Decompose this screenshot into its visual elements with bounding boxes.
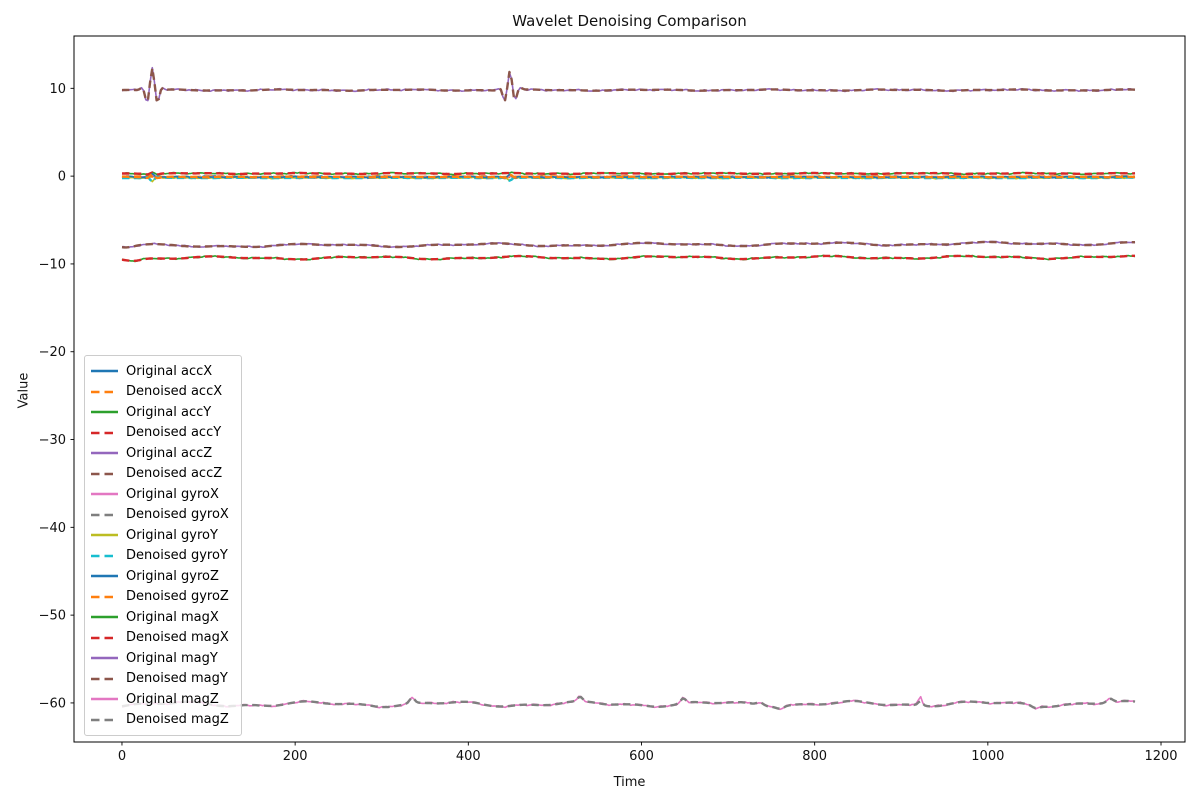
legend-item-denoised-magz: Denoised magZ: [91, 710, 235, 731]
series-line-accZ-original: [121, 66, 1136, 102]
y-tick-label: −40: [39, 521, 66, 536]
legend-item-label: Original magY: [126, 650, 218, 666]
x-tick-label: 0: [118, 749, 126, 764]
legend-item-original-magz: Original magZ: [91, 689, 235, 710]
legend-item-original-accy: Original accY: [91, 402, 235, 423]
legend-item-label: Original accX: [126, 363, 213, 379]
legend-solid-line-sample: [91, 574, 118, 578]
legend-solid-line-sample: [91, 697, 118, 701]
legend-item-label: Original magZ: [126, 691, 219, 707]
legend-item-denoised-gyroy: Denoised gyroY: [91, 546, 235, 567]
legend-item-label: Denoised accZ: [126, 466, 223, 482]
legend-item-label: Original accZ: [126, 445, 213, 461]
legend-item-original-magy: Original magY: [91, 648, 235, 669]
legend-item-denoised-gyroz: Denoised gyroZ: [91, 587, 235, 608]
x-tick-label: 800: [802, 749, 827, 764]
legend-box: Original accX Denoised accX Original accY D…: [84, 355, 242, 736]
legend-item-label: Denoised accY: [126, 425, 222, 441]
legend-item-original-accz: Original accZ: [91, 443, 235, 464]
legend-item-label: Original gyroY: [126, 527, 218, 543]
legend-item-label: Original magX: [126, 609, 219, 625]
series-line-magZ-denoised: [121, 695, 1136, 710]
legend-item-original-gyroy: Original gyroY: [91, 525, 235, 546]
y-tick-label: −60: [39, 696, 66, 711]
x-tick-label: 400: [456, 749, 481, 764]
legend-solid-line-sample: [91, 615, 118, 619]
y-tick-label: −30: [39, 433, 66, 448]
y-tick-label: −50: [39, 609, 66, 624]
legend-solid-line-sample: [91, 492, 118, 496]
legend-item-denoised-magx: Denoised magX: [91, 628, 235, 649]
legend-solid-line-sample: [91, 410, 118, 414]
legend-item-denoised-accx: Denoised accX: [91, 382, 235, 403]
y-tick-label: −10: [39, 257, 66, 272]
legend-item-label: Denoised accX: [126, 384, 223, 400]
legend-item-original-accx: Original accX: [91, 361, 235, 382]
series-line-magX-denoised: [121, 254, 1135, 263]
series-line-magY-denoised: [121, 240, 1135, 249]
legend-dashed-line-sample: [91, 554, 118, 558]
legend-dashed-line-sample: [91, 677, 118, 681]
y-tick-label: 0: [58, 170, 66, 185]
legend-solid-line-sample: [91, 533, 118, 537]
legend-dashed-line-sample: [91, 718, 118, 722]
series-line-gyroZ-denoised: [122, 172, 1136, 180]
legend-item-label: Denoised magZ: [126, 712, 229, 728]
legend-dashed-line-sample: [91, 472, 118, 476]
legend-solid-line-sample: [91, 369, 118, 373]
legend-dashed-line-sample: [91, 595, 118, 599]
y-tick-label: −20: [39, 345, 66, 360]
legend-item-original-gyroz: Original gyroZ: [91, 566, 235, 587]
chart-title: Wavelet Denoising Comparison: [512, 12, 747, 30]
legend-item-label: Denoised gyroZ: [126, 589, 229, 605]
legend-item-label: Original accY: [126, 404, 212, 420]
series-line-accY-denoised: [122, 171, 1136, 176]
x-tick-label: 200: [283, 749, 308, 764]
legend-item-label: Original gyroZ: [126, 568, 219, 584]
legend-dashed-line-sample: [91, 431, 118, 435]
legend-item-original-magx: Original magX: [91, 607, 235, 628]
x-axis-label: Time: [613, 775, 646, 790]
legend-solid-line-sample: [91, 451, 118, 455]
legend-dashed-line-sample: [91, 636, 118, 640]
x-tick-label: 1000: [971, 749, 1004, 764]
legend-item-original-gyrox: Original gyroX: [91, 484, 235, 505]
legend-dashed-line-sample: [91, 390, 118, 394]
legend-item-denoised-gyrox: Denoised gyroX: [91, 505, 235, 526]
legend-item-denoised-magy: Denoised magY: [91, 669, 235, 690]
legend-item-label: Original gyroX: [126, 486, 219, 502]
legend-item-label: Denoised magY: [126, 671, 228, 687]
plot-frame: [73, 35, 1186, 743]
legend-item-label: Denoised gyroX: [126, 507, 229, 523]
y-tick-label: 10: [49, 82, 66, 97]
x-tick-label: 1200: [1144, 749, 1177, 764]
legend-dashed-line-sample: [91, 513, 118, 517]
legend-solid-line-sample: [91, 656, 118, 660]
legend-item-label: Denoised gyroY: [126, 548, 228, 564]
legend-item-denoised-accz: Denoised accZ: [91, 464, 235, 485]
legend-item-label: Denoised magX: [126, 630, 229, 646]
x-tick-label: 600: [629, 749, 654, 764]
legend-item-denoised-accy: Denoised accY: [91, 423, 235, 444]
series-line-accZ-denoised: [121, 67, 1136, 102]
y-axis-label: Value: [16, 372, 32, 409]
